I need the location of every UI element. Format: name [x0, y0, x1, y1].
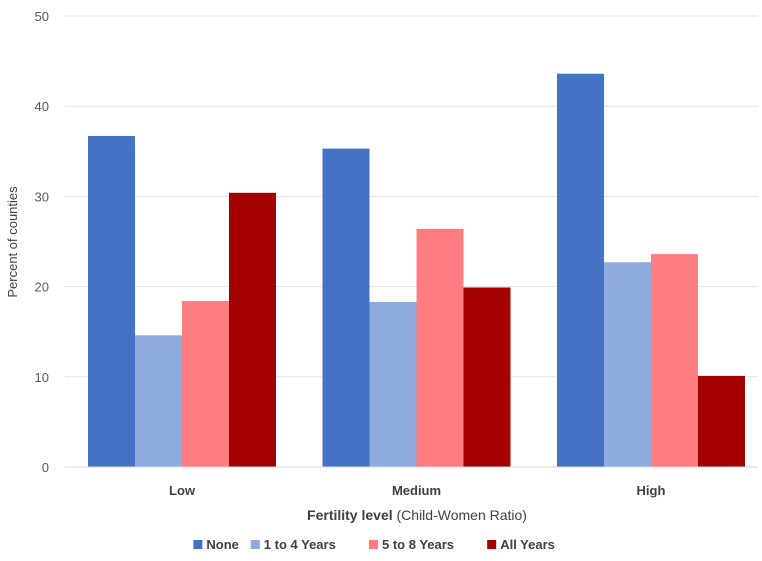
bar-all-years-medium — [463, 287, 511, 467]
y-axis-label: Percent of counties — [5, 186, 20, 298]
bar-all-years-low — [229, 192, 276, 468]
legend-label: None — [206, 537, 239, 552]
legend-item: All Years — [487, 537, 555, 552]
bar-none-medium — [322, 148, 370, 467]
y-tick-label: 30 — [35, 189, 49, 204]
legend-swatch — [193, 540, 203, 549]
legend-swatch — [487, 540, 497, 549]
bar-none-low — [88, 135, 135, 467]
legend-swatch — [250, 540, 260, 549]
bars — [88, 73, 745, 468]
y-tick-label: 40 — [35, 99, 49, 114]
y-tick-label: 10 — [35, 370, 49, 385]
bar-1-to-4-years-low — [135, 335, 182, 467]
bar-5-to-8-years-high — [651, 254, 698, 467]
x-axis-categories: Low Medium High — [169, 483, 665, 498]
x-category-label: Low — [169, 483, 196, 498]
legend-item: 5 to 8 Years — [369, 537, 454, 552]
legend-label: All Years — [500, 537, 555, 552]
y-axis-ticks: 0 10 20 30 40 50 — [35, 9, 49, 475]
y-tick-label: 0 — [42, 460, 49, 475]
legend-item: 1 to 4 Years — [250, 537, 336, 552]
x-category-label: High — [637, 483, 666, 498]
legend-swatch — [369, 540, 378, 549]
bar-1-to-4-years-high — [604, 262, 651, 467]
y-tick-label: 20 — [35, 280, 49, 295]
legend-label: 5 to 8 Years — [382, 537, 454, 552]
x-axis-label-sub: (Child-Women Ratio) — [393, 507, 527, 523]
x-axis-label-main: Fertility level — [307, 507, 393, 523]
legend: None 1 to 4 Years 5 to 8 Years All Years — [193, 537, 555, 552]
y-tick-label: 50 — [35, 9, 49, 24]
bar-1-to-4-years-medium — [369, 301, 417, 467]
legend-item: None — [193, 537, 239, 552]
x-category-label: Medium — [392, 483, 441, 498]
bar-all-years-high — [698, 375, 745, 467]
x-axis-label: Fertility level (Child-Women Ratio) — [307, 507, 527, 523]
bar-5-to-8-years-low — [182, 301, 229, 467]
legend-label: 1 to 4 Years — [264, 537, 336, 552]
bar-5-to-8-years-medium — [416, 228, 464, 467]
bar-none-high — [557, 73, 604, 467]
